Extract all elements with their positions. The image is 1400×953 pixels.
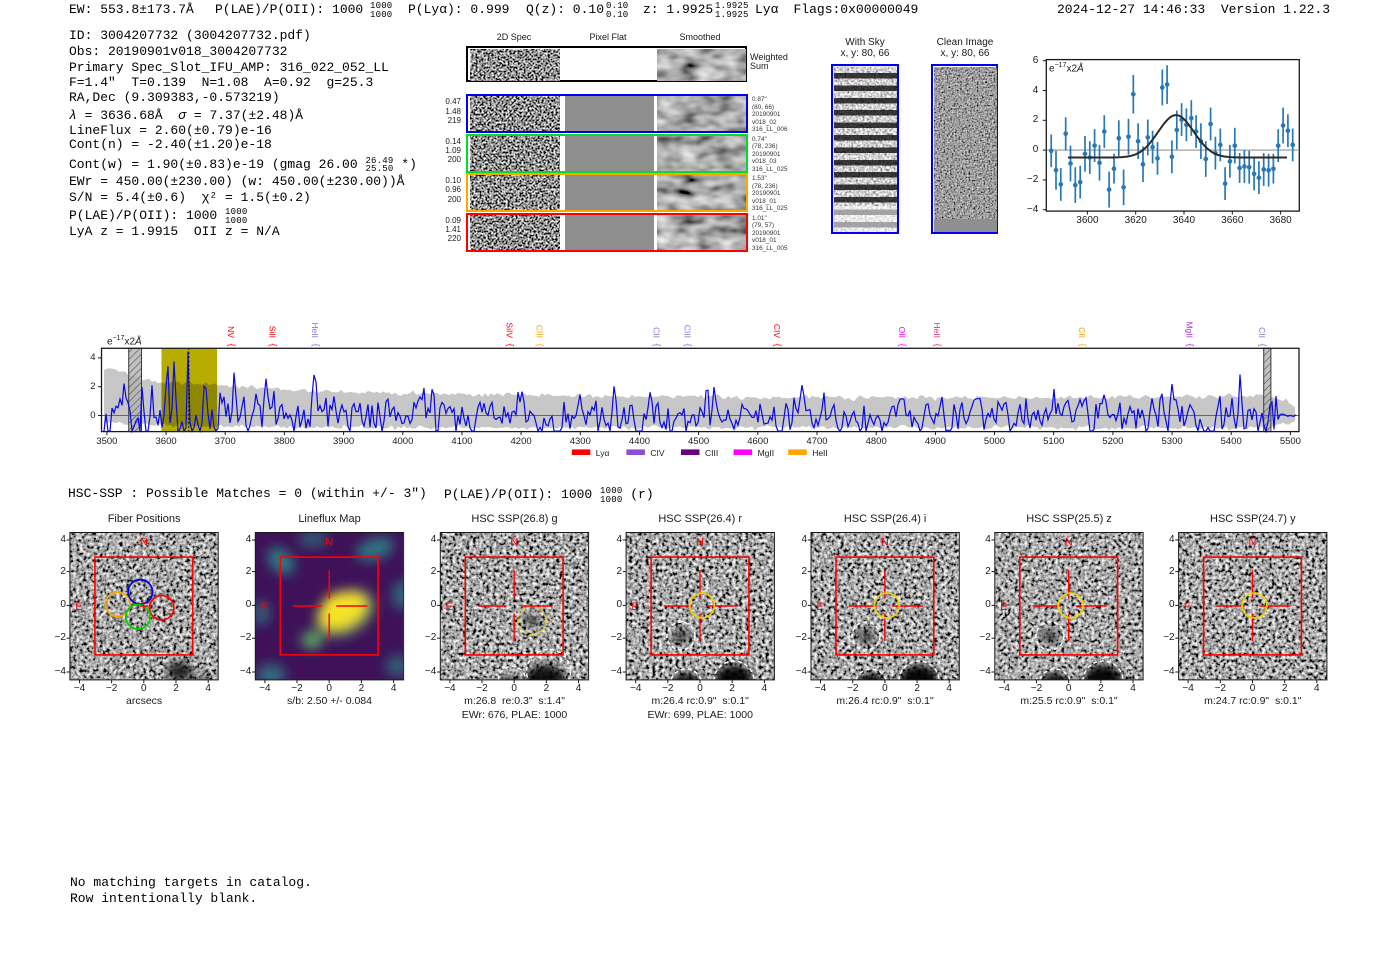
svg-text:{: { (506, 343, 516, 346)
svg-text:{: { (1186, 343, 1196, 346)
svg-text:CIII: CIII (683, 325, 693, 338)
svg-text:{: { (684, 343, 694, 346)
svg-text:OII: OII (897, 327, 907, 338)
svg-text:E: E (1184, 601, 1191, 613)
svg-text:HeII: HeII (932, 322, 942, 338)
svg-text:{: { (898, 343, 908, 346)
svg-text:CIV: CIV (650, 448, 665, 458)
svg-text:{: { (1258, 343, 1268, 346)
svg-text:SiII: SiII (267, 326, 277, 338)
svg-text:E: E (816, 601, 823, 613)
svg-text:CIII: CIII (535, 325, 545, 338)
svg-text:{: { (536, 343, 546, 346)
svg-text:E: E (1000, 601, 1007, 613)
svg-text:HeII: HeII (310, 322, 320, 338)
svg-text:N: N (510, 537, 518, 549)
svg-text:Lyα: Lyα (596, 448, 610, 458)
svg-text:E: E (75, 601, 82, 613)
svg-text:MgII: MgII (1185, 321, 1195, 338)
svg-text:CII: CII (1257, 327, 1267, 338)
svg-text:N: N (1249, 537, 1257, 549)
svg-text:CII: CII (1077, 327, 1087, 338)
svg-text:E: E (631, 601, 638, 613)
svg-text:CIV: CIV (772, 324, 782, 339)
svg-text:HeII: HeII (812, 448, 828, 458)
svg-text:SiIV: SiIV (505, 322, 515, 338)
svg-text:N: N (1065, 537, 1073, 549)
svg-text:N: N (696, 537, 704, 549)
svg-text:{: { (269, 343, 279, 346)
svg-text:{: { (1078, 343, 1088, 346)
svg-text:N: N (140, 537, 148, 549)
svg-text:{: { (933, 343, 943, 346)
svg-text:E: E (261, 601, 268, 613)
svg-text:{: { (311, 343, 321, 346)
svg-text:{: { (773, 343, 783, 346)
svg-text:N: N (325, 537, 333, 549)
svg-text:{: { (227, 343, 237, 346)
svg-text:{: { (653, 343, 663, 346)
svg-text:CII: CII (652, 327, 662, 338)
svg-text:CIII: CIII (705, 448, 718, 458)
svg-text:NV: NV (226, 326, 236, 338)
svg-text:E: E (446, 601, 453, 613)
svg-text:MgII: MgII (758, 448, 775, 458)
svg-text:N: N (881, 537, 889, 549)
